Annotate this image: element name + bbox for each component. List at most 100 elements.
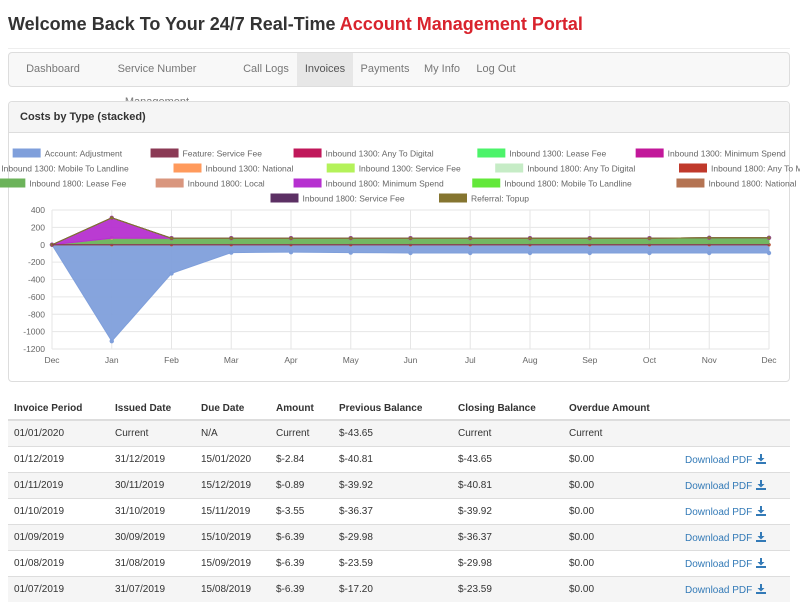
table-cell: 01/01/2020 [8, 420, 109, 447]
x-tick-label: Dec [761, 355, 777, 365]
table-cell: 15/11/2019 [195, 499, 270, 525]
table-cell: Current [563, 420, 679, 447]
download-pdf-link[interactable]: Download PDF [685, 455, 766, 466]
table-cell: 31/10/2019 [109, 499, 195, 525]
table-cell: 01/07/2019 [8, 577, 109, 602]
table-cell: $-0.89 [270, 473, 333, 499]
table-cell: $-40.81 [333, 447, 452, 473]
data-point [349, 237, 352, 240]
table-cell: 01/08/2019 [8, 551, 109, 577]
table-cell: 15/09/2019 [195, 551, 270, 577]
table-cell: 31/08/2019 [109, 551, 195, 577]
table-cell: $-39.92 [333, 473, 452, 499]
data-point [468, 251, 472, 255]
download-pdf-label: Download PDF [685, 585, 752, 596]
table-cell: 15/12/2019 [195, 473, 270, 499]
legend-label: Inbound 1800: Lease Fee [29, 179, 126, 189]
y-tick-label: -1000 [23, 327, 45, 337]
legend-label: Inbound 1800: Local [188, 179, 265, 189]
download-icon [756, 454, 766, 464]
table-cell: Download PDF [679, 551, 790, 577]
table-cell: $-23.59 [333, 551, 452, 577]
download-pdf-link[interactable]: Download PDF [685, 533, 766, 544]
legend-swatch [13, 149, 41, 158]
download-icon [756, 506, 766, 516]
legend-label: Inbound 1800: Any To Mobile [711, 164, 800, 174]
y-tick-label: -800 [28, 309, 45, 319]
x-tick-label: May [343, 355, 360, 365]
y-tick-label: 0 [40, 240, 45, 250]
x-tick-label: Jul [465, 355, 476, 365]
table-cell: $-23.59 [452, 577, 563, 602]
table-cell: Current [109, 420, 195, 447]
table-cell: $0.00 [563, 551, 679, 577]
legend-swatch [151, 149, 179, 158]
legend-swatch [294, 179, 322, 188]
download-pdf-label: Download PDF [685, 533, 752, 544]
table-cell: $-6.39 [270, 551, 333, 577]
legend-label: Inbound 1300: Any To Digital [326, 149, 434, 159]
data-point [707, 251, 711, 255]
legend-label: Inbound 1300: National [206, 164, 294, 174]
table-cell: $-40.81 [452, 473, 563, 499]
data-point [708, 236, 711, 239]
legend-label: Inbound 1300: Lease Fee [509, 149, 606, 159]
data-point [648, 237, 651, 240]
legend-label: Inbound 1300: Mobile To Landline [1, 164, 129, 174]
download-pdf-link[interactable]: Download PDF [685, 585, 766, 596]
data-point [767, 251, 771, 255]
download-pdf-label: Download PDF [685, 455, 752, 466]
col-issued-date: Issued Date [109, 397, 195, 420]
legend-label: Inbound 1800: National [708, 179, 796, 189]
legend-label: Inbound 1800: Mobile To Landline [504, 179, 632, 189]
col-invoice-period: Invoice Period [8, 397, 109, 420]
legend-label: Account: Adjustment [45, 149, 123, 159]
legend-swatch [294, 149, 322, 158]
table-cell: 01/09/2019 [8, 525, 109, 551]
download-icon [756, 584, 766, 594]
legend-swatch [0, 179, 25, 188]
download-pdf-link[interactable]: Download PDF [685, 559, 766, 570]
legend-swatch [676, 179, 704, 188]
table-cell: $-6.39 [270, 577, 333, 602]
table-cell: Download PDF [679, 525, 790, 551]
data-point [469, 237, 472, 240]
table-cell: $0.00 [563, 577, 679, 602]
x-tick-label: Dec [44, 355, 60, 365]
col-closing-balance: Closing Balance [452, 397, 563, 420]
table-cell: Current [452, 420, 563, 447]
table-header-row: Invoice Period Issued Date Due Date Amou… [8, 397, 790, 420]
table-cell: 01/11/2019 [8, 473, 109, 499]
legend-swatch [679, 164, 707, 173]
x-tick-label: Jan [105, 355, 119, 365]
download-icon [756, 532, 766, 542]
x-tick-label: Sep [582, 355, 597, 365]
table-cell: $0.00 [563, 499, 679, 525]
legend-label: Inbound 1300: Minimum Spend [668, 149, 786, 159]
download-pdf-link[interactable]: Download PDF [685, 507, 766, 518]
table-cell: 15/01/2020 [195, 447, 270, 473]
table-cell: $-29.98 [452, 551, 563, 577]
table-cell: Download PDF [679, 473, 790, 499]
table-cell: Download PDF [679, 577, 790, 602]
table-cell: 15/08/2019 [195, 577, 270, 602]
table-cell: Download PDF [679, 447, 790, 473]
table-cell: $0.00 [563, 525, 679, 551]
legend-swatch [472, 179, 500, 188]
data-point [588, 237, 591, 240]
col-due-date: Due Date [195, 397, 270, 420]
y-tick-label: -200 [28, 257, 45, 267]
y-tick-label: -1200 [23, 344, 45, 354]
data-point [230, 237, 233, 240]
legend-label: Inbound 1300: Service Fee [359, 164, 461, 174]
data-point [588, 251, 592, 255]
download-pdf-link[interactable]: Download PDF [685, 481, 766, 492]
table-cell: 31/12/2019 [109, 447, 195, 473]
col-overdue-amount: Overdue Amount [563, 397, 679, 420]
y-tick-label: 400 [31, 205, 45, 215]
table-cell: $-39.92 [452, 499, 563, 525]
